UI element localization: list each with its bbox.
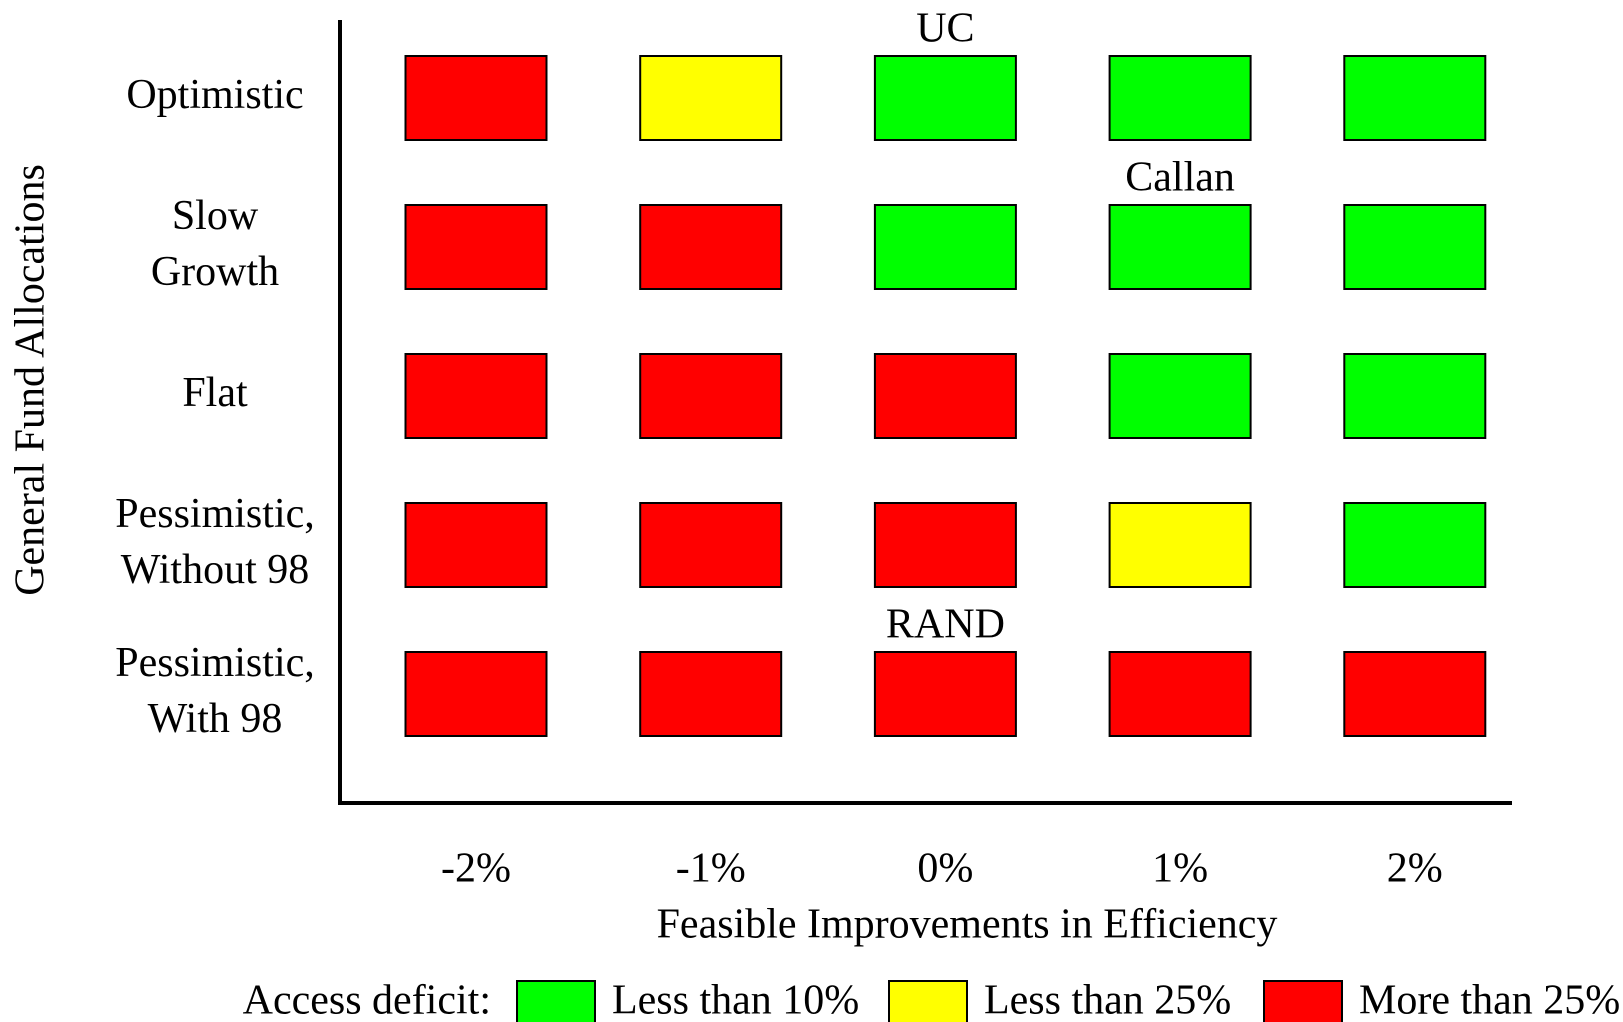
y-tick-label: Pessimistic, Without 98: [115, 491, 315, 593]
cell: [404, 55, 548, 141]
y-tick-line: Growth: [151, 249, 279, 295]
y-tick-label: Slow Growth: [151, 193, 279, 295]
cell: [1108, 502, 1252, 588]
y-tick-label: Pessimistic, With 98: [115, 640, 315, 742]
cell: [1343, 353, 1487, 439]
legend-label: Less than 10%: [612, 978, 859, 1022]
y-tick-line: Slow: [172, 193, 259, 239]
cell: [1343, 651, 1487, 737]
cell: [404, 204, 548, 290]
cell: [1343, 55, 1487, 141]
cell: [639, 55, 783, 141]
cell: [639, 204, 783, 290]
legend-title: Access deficit:: [243, 978, 491, 1022]
cell: [1108, 204, 1252, 290]
x-tick-label: 0%: [917, 846, 973, 892]
cell: [1343, 502, 1487, 588]
y-tick-line: Pessimistic,: [115, 640, 315, 686]
y-tick-line: Optimistic: [126, 72, 303, 118]
annotation: UC: [916, 6, 974, 52]
x-axis-title: Feasible Improvements in Efficiency: [657, 902, 1278, 948]
annotation: RAND: [886, 602, 1005, 648]
cell: [404, 502, 548, 588]
cell: [873, 204, 1017, 290]
cell: [1343, 204, 1487, 290]
y-axis-title: General Fund Allocations: [8, 164, 54, 596]
x-tick-label: 1%: [1152, 846, 1208, 892]
y-tick-line: Flat: [182, 370, 248, 416]
legend-swatch: [1263, 980, 1343, 1022]
x-tick-label: -2%: [441, 846, 511, 892]
legend-label: Less than 25%: [984, 978, 1231, 1022]
legend-label: More than 25%: [1359, 978, 1620, 1022]
cell: [873, 502, 1017, 588]
cell: [1108, 651, 1252, 737]
y-tick-line: Pessimistic,: [115, 491, 315, 537]
cell: [639, 353, 783, 439]
legend-swatch: [516, 980, 596, 1022]
cell: [873, 651, 1017, 737]
y-tick-line: With 98: [148, 696, 283, 742]
cell: [404, 651, 548, 737]
cell: [1108, 353, 1252, 439]
cell: [639, 651, 783, 737]
legend-swatch: [888, 980, 968, 1022]
cell: [1108, 55, 1252, 141]
y-tick-label: Optimistic: [126, 72, 303, 118]
y-tick-label: Flat: [182, 370, 248, 416]
annotation: Callan: [1125, 155, 1235, 201]
cell: [873, 55, 1017, 141]
cell: [639, 502, 783, 588]
x-tick-label: -1%: [676, 846, 746, 892]
y-tick-line: Without 98: [121, 547, 309, 593]
x-tick-label: 2%: [1387, 846, 1443, 892]
cell: [404, 353, 548, 439]
cell: [873, 353, 1017, 439]
